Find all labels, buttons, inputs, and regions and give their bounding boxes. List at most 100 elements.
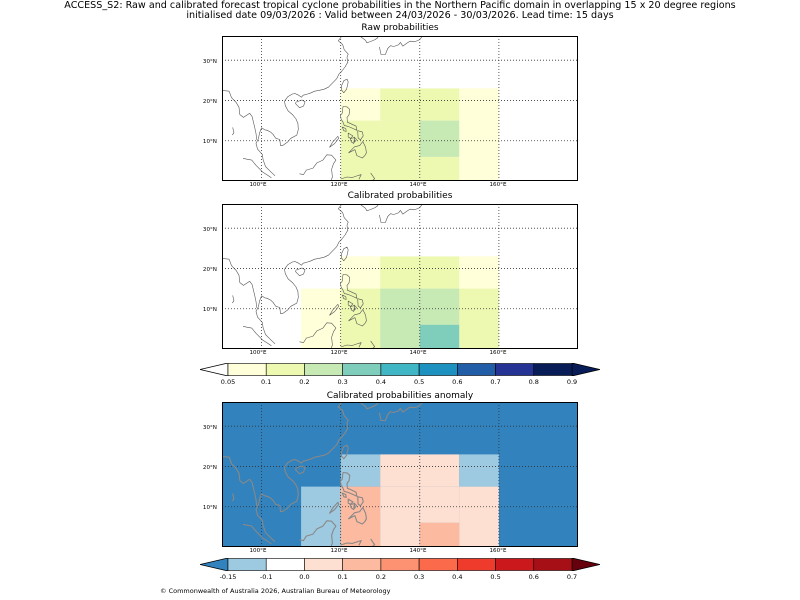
colorbar-over-arrow [571,363,600,376]
lon-label-100e: 100°E [249,350,267,356]
probability-cell [340,256,381,289]
lon-label-160e: 160°E [489,350,507,356]
colorbar-segment [418,558,458,571]
coastline [255,204,349,345]
coastline [295,267,306,276]
colorbar-segment [457,558,496,571]
colorbar-tick-label: 0.4 [375,378,387,386]
colorbar-segment [380,363,420,376]
colorbar-tick-label: -0.15 [219,573,237,581]
coastline [341,294,347,300]
calibrated-panel-title: Calibrated probabilities [347,191,453,201]
coastline [348,141,367,159]
coastline [339,471,358,497]
figure-title-line1: ACCESS_S2: Raw and calibrated forecast t… [64,0,736,11]
lat-label-30n: 30°N [202,59,217,65]
coastline [299,520,337,547]
colorbar-segment [457,363,496,376]
probability-cell [459,288,499,349]
coastline [359,204,379,212]
colorbar-tick-label: 0.5 [490,573,501,581]
coastline [340,174,362,180]
coastline [222,258,258,308]
coastline [231,493,235,502]
colorbar-tick-label: 0.9 [566,378,578,386]
colorbar-segment [418,363,458,376]
coastline [349,137,355,144]
coastline [295,465,306,475]
probability-cell [301,486,341,547]
colorbar-tick-label: 0.2 [375,573,387,581]
coastline [359,402,379,410]
coastline [370,172,375,181]
coastline [353,502,358,509]
lat-label-20n: 20°N [202,99,217,105]
anomaly-panel-title: Calibrated probabilities anomaly [326,391,474,401]
colorbar-over-arrow [571,558,600,571]
colorbar-under-arrow [200,558,229,571]
coastline [340,106,358,131]
colorbar-segment [342,363,382,376]
probability-cell [340,288,381,349]
coastline [341,78,349,94]
colorbar-tick-label: 0.5 [413,378,425,386]
lon-label-140e: 140°E [409,350,427,356]
coastline [349,502,356,511]
probability-cell [301,288,341,349]
probability-cell [380,120,420,181]
coastline [357,298,364,309]
colorbar-tick-label: 0.6 [452,378,463,386]
colorbar-segment [265,363,305,376]
lon-label-160e: 160°E [489,182,507,188]
probability-cell [380,486,420,547]
colorbar-tick-label: 0.05 [220,378,236,386]
coastline [242,326,272,347]
coastline [348,506,367,525]
lat-label-10n: 10°N [202,505,217,511]
coastline [340,342,362,348]
coastline [379,204,423,223]
coastline [378,402,423,422]
coastline [353,304,357,311]
lat-label-30n: 30°N [202,425,217,431]
lat-label-10n: 10°N [202,139,217,145]
coastline [379,36,423,55]
colorbar-segment [533,363,573,376]
coastline [295,99,306,108]
colorbar-segment [342,558,382,571]
coastline [349,305,355,312]
probability-cell [419,120,460,157]
colorbar-tick-label: 0.6 [528,573,539,581]
coastline [222,455,258,506]
probability-cell [419,486,460,523]
lon-label-120e: 120°E [330,350,348,356]
anomaly-colorbar [200,558,600,571]
coastline [232,127,235,136]
colorbar-tick-label: 0.0 [299,573,310,581]
lat-label-30n: 30°N [202,227,217,233]
colorbar-tick-label: 0.3 [337,378,348,386]
anomaly-map [222,402,578,547]
colorbar-tick-label: 0.2 [299,378,310,386]
coastline [348,309,367,327]
coastline [329,304,339,316]
coastline [329,501,340,514]
raw-probabilities-map [222,36,578,181]
coastline [299,154,337,181]
lat-label-20n: 20°N [202,465,217,471]
colorbar-tick-label: 0.1 [261,378,272,386]
lat-label-10n: 10°N [202,307,217,313]
coastline [255,36,349,177]
coastline [242,523,272,545]
map-frame [222,36,578,181]
coastline [370,538,376,547]
probability-colorbar [200,363,600,376]
calibrated-probabilities-map [222,204,578,349]
colorbar-segment [304,363,343,376]
probability-cell [380,288,420,349]
colorbar-segment [227,363,267,376]
coastline [340,274,358,299]
map-frame [222,402,578,547]
probability-cell [419,288,460,325]
probability-cell [340,486,381,547]
